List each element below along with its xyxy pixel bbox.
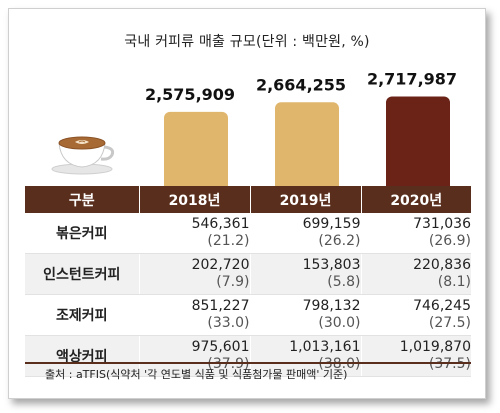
- cell-share: (21.2): [207, 233, 250, 249]
- cell-value: 202,720: [191, 257, 250, 273]
- cell-value: 699,159: [302, 216, 361, 232]
- coffee-cup-icon: [51, 136, 115, 175]
- chart-frame: 국내 커피류 매출 규모(단위 : 백만원, %) 2,575,909 2,664…: [8, 8, 486, 399]
- bar-value-label: 2,717,987: [367, 69, 457, 88]
- table-cell: 153,803 (5.8): [250, 253, 362, 295]
- cell-share: (30.0): [318, 315, 361, 331]
- table-cell: 1,019,870 (37.5): [361, 335, 471, 377]
- table-cell: 699,159 (26.2): [250, 213, 362, 254]
- header-2019: 2019년: [250, 186, 362, 213]
- row-label: 볶은커피: [25, 213, 140, 254]
- table-cell: 798,132 (30.0): [250, 294, 362, 336]
- bar-value-label: 2,664,255: [256, 75, 346, 94]
- cell-share: (33.0): [207, 315, 250, 331]
- cell-share: (27.5): [428, 315, 471, 331]
- bar-2019년: [275, 102, 339, 189]
- cell-share: (37.5): [428, 356, 471, 372]
- table-cell: 731,036 (26.9): [361, 213, 471, 254]
- table-cell: 1,013,161 (38.0): [250, 335, 362, 377]
- cell-value: 153,803: [302, 257, 361, 273]
- row-label: 인스턴트커피: [25, 253, 140, 295]
- cell-share: (38.0): [318, 356, 361, 372]
- row-label: 조제커피: [25, 294, 140, 336]
- chart-title: 국내 커피류 매출 규모(단위 : 백만원, %): [124, 34, 370, 50]
- cell-value: 1,013,161: [289, 339, 361, 355]
- table-cell: 546,361 (21.2): [139, 213, 251, 254]
- cell-share: (37.9): [207, 356, 250, 372]
- cell-value: 546,361: [191, 216, 250, 232]
- table-cell: 202,720 (7.9): [139, 253, 251, 295]
- bar-2020년: [386, 96, 450, 189]
- header-2018: 2018년: [139, 186, 251, 213]
- cell-value: 1,019,870: [399, 339, 471, 355]
- cell-value: 731,036: [413, 216, 471, 232]
- cell-share: (26.9): [428, 233, 471, 249]
- cell-share: (26.2): [318, 233, 361, 249]
- table-row: 인스턴트커피 202,720 (7.9) 153,803 (5.8) 220,836…: [25, 253, 471, 295]
- cell-share: (7.9): [216, 274, 250, 290]
- table-cell: 975,601 (37.9): [139, 335, 251, 377]
- bar-value-label: 2,575,909: [145, 85, 235, 104]
- table-cell: 851,227 (33.0): [139, 294, 251, 336]
- cell-share: (8.1): [437, 274, 471, 290]
- header-2020: 2020년: [361, 186, 471, 213]
- sales-table: 구분 2018년 2019년 2020년 볶은커피 546,361 (21.2) …: [25, 186, 471, 377]
- source-note: 출처 : aTFIS(식약처 '각 연도별 식품 및 식품첨가물 판매액' 기준…: [25, 362, 471, 385]
- table-cell: 746,245 (27.5): [361, 294, 471, 336]
- bar-chart: 2,575,909 2,664,255 2,717,987: [145, 69, 457, 189]
- table-cell: 220,836 (8.1): [361, 253, 471, 295]
- table-row: 볶은커피 546,361 (21.2) 699,159 (26.2) 731,036…: [25, 213, 471, 254]
- header-category: 구분: [25, 186, 140, 213]
- table-row: 액상커피 975,601 (37.9) 1,013,161 (38.0) 1,019…: [25, 335, 471, 377]
- cell-value: 220,836: [413, 257, 471, 273]
- bar-2018년: [164, 111, 228, 189]
- row-label: 액상커피: [25, 335, 140, 377]
- table-row: 조제커피 851,227 (33.0) 798,132 (30.0) 746,245…: [25, 294, 471, 336]
- table-header-row: 구분 2018년 2019년 2020년: [25, 186, 471, 213]
- cell-value: 798,132: [302, 298, 361, 314]
- cell-value: 851,227: [191, 298, 250, 314]
- cell-value: 746,245: [413, 298, 471, 314]
- cell-value: 975,601: [191, 339, 250, 355]
- cell-share: (5.8): [327, 274, 361, 290]
